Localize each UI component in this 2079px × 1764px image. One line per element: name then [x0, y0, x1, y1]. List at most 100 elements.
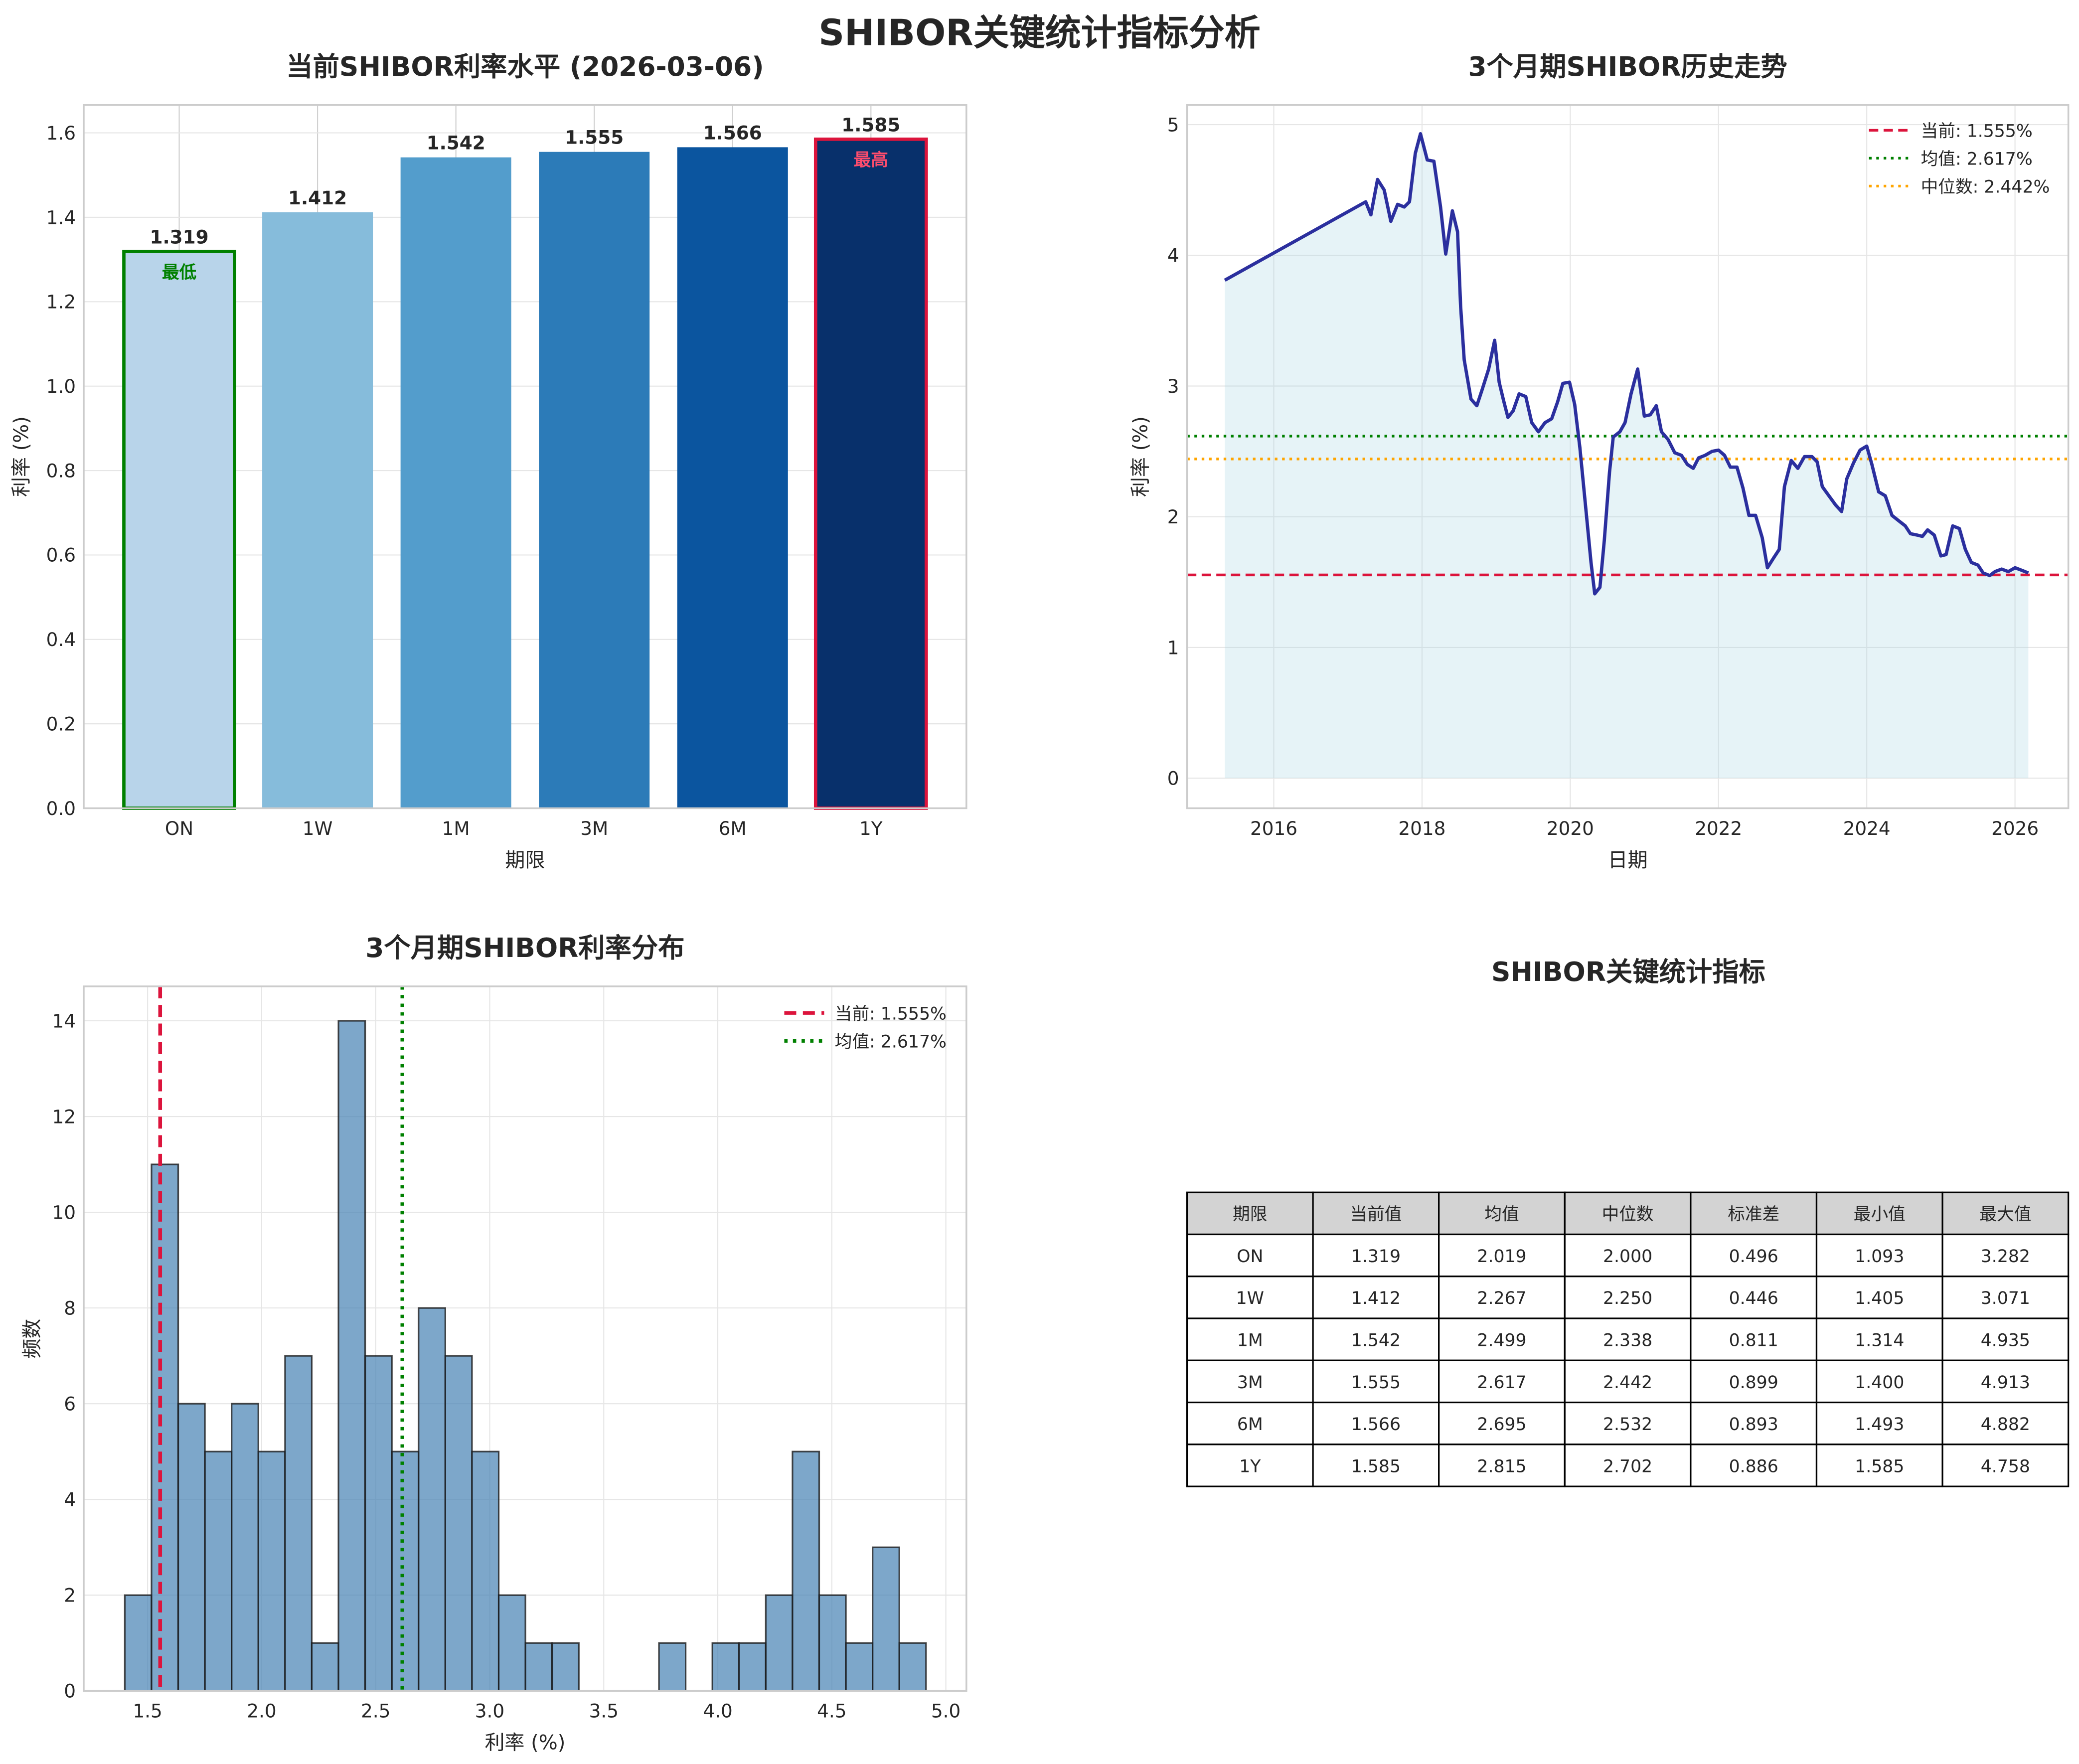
y-tick-label: 1.2 [46, 291, 76, 313]
table-cell-value: 0.899 [1729, 1373, 1778, 1393]
y-tick-label: 0.6 [46, 544, 76, 566]
table-cell-value: 1.542 [1351, 1331, 1401, 1351]
histogram-bin [471, 1450, 500, 1692]
histogram-bin [711, 1642, 740, 1692]
histogram-bin [524, 1642, 553, 1692]
histogram-bin [418, 1307, 446, 1692]
table-cell-value: 4.913 [1981, 1373, 2030, 1393]
table-cell-value: 1Y [1239, 1456, 1261, 1476]
table-header-cell [1438, 1191, 1566, 1236]
x-axis-label: 期限 [505, 849, 545, 872]
histogram-bin [257, 1450, 286, 1692]
y-axis-label: 利率 (%) [10, 416, 33, 497]
y-tick-label: 0.8 [46, 460, 76, 481]
table-cell [1564, 1401, 1692, 1445]
legend-label: 均值: 2.617% [835, 1032, 947, 1052]
bar-value-label: 1.412 [288, 187, 347, 209]
table-cell-value: 2.019 [1477, 1247, 1526, 1267]
table-cell [1312, 1443, 1440, 1487]
y-tick-label: 0.4 [46, 629, 76, 650]
legend-label: 均值: 2.617% [1921, 150, 2033, 169]
x-tick-label: 2.5 [361, 1700, 390, 1722]
table-cell [1941, 1276, 2070, 1319]
x-tick-label: 1Y [859, 817, 883, 839]
series-line-3m [1224, 132, 2029, 596]
table-cell [1941, 1401, 2070, 1445]
bar-value-label: 1.542 [427, 132, 485, 154]
table-cell-value: 3.071 [1981, 1288, 2030, 1308]
x-tick-label: 2018 [1398, 817, 1445, 839]
table-cell [1690, 1233, 1818, 1278]
table-header-cell [1815, 1191, 1943, 1236]
table-cell-value: 0.446 [1729, 1288, 1778, 1308]
x-tick-label: 5.0 [931, 1700, 960, 1722]
table-cell [1312, 1276, 1440, 1319]
y-tick-label: 4 [64, 1489, 76, 1511]
x-tick-label: 2024 [1843, 817, 1891, 839]
bar-ON [122, 250, 236, 810]
histogram-bin [898, 1642, 927, 1692]
histogram-3m-distribution: 1.5 2.0 2.5 3.0 3.5 4.0 4.5 5.0 0 2 4 6 8 10 12 14 3个月期S… [20, 932, 967, 1755]
bar-3M [539, 152, 650, 808]
x-tick-label: 1.5 [133, 1700, 162, 1722]
x-axis-label: 利率 (%) [484, 1732, 565, 1755]
bar-6M [677, 147, 788, 808]
chart-title: 3个月期SHIBOR利率分布 [365, 932, 684, 963]
table-cell-value: 2.000 [1603, 1247, 1652, 1267]
axes-frame [83, 104, 967, 809]
histogram-bin [204, 1450, 233, 1692]
table-cell [1438, 1276, 1566, 1319]
table-cell-value: 2.617 [1477, 1373, 1526, 1393]
table-cell-value: 2.815 [1477, 1456, 1526, 1476]
bar-annotation: 最高 [854, 151, 888, 170]
histogram-bin [124, 1594, 153, 1692]
table-cell-value: 3M [1237, 1373, 1263, 1393]
x-tick-label: 1M [442, 817, 470, 839]
histogram-bin [872, 1546, 900, 1692]
table-cell-value: 2.695 [1477, 1415, 1526, 1435]
table-cell-value: 4.935 [1981, 1331, 2030, 1351]
table-cell [1186, 1317, 1314, 1361]
histogram-bin [337, 1020, 366, 1692]
x-tick-label: 3.5 [589, 1700, 619, 1722]
table-header-cell [1941, 1191, 2070, 1236]
histogram-bin [311, 1642, 339, 1692]
y-tick-label: 14 [52, 1010, 76, 1032]
chart-title: 当前SHIBOR利率水平 (2026-03-06) [286, 51, 764, 82]
table-cell-value: 1.555 [1351, 1373, 1401, 1393]
table-header-cell [1312, 1191, 1440, 1236]
x-tick-label: 4.5 [817, 1700, 846, 1722]
table-cell [1186, 1443, 1314, 1487]
x-tick-label: 6M [719, 817, 747, 839]
table-cell [1941, 1443, 2070, 1487]
table-cell [1815, 1401, 1943, 1445]
y-tick-label: 0.0 [46, 798, 76, 819]
table-header-label: 中位数 [1602, 1205, 1654, 1225]
y-tick-label: 10 [52, 1201, 76, 1223]
y-tick-label: 2 [1167, 506, 1179, 528]
table-cell [1564, 1443, 1692, 1487]
table-cell-value: 1.400 [1855, 1373, 1904, 1393]
table-cell-value: 2.532 [1603, 1415, 1652, 1435]
table-cell-value: 1.585 [1351, 1456, 1401, 1476]
table-cell [1438, 1317, 1566, 1361]
table-cell [1815, 1443, 1943, 1487]
y-tick-label: 8 [64, 1297, 76, 1319]
table-cell-value: 6M [1237, 1415, 1263, 1435]
y-tick-label: 4 [1167, 245, 1179, 267]
y-tick-label: 0 [1167, 768, 1179, 790]
y-tick-label: 0 [64, 1680, 76, 1702]
table-cell-value: 0.886 [1729, 1456, 1778, 1476]
table-cell [1690, 1401, 1818, 1445]
x-tick-label: 2022 [1695, 817, 1742, 839]
histogram-bin [792, 1450, 820, 1692]
table-cell [1815, 1276, 1943, 1319]
table-cell-value: 0.496 [1729, 1247, 1778, 1267]
x-tick-label: 2026 [1991, 817, 2039, 839]
histogram-bin [231, 1403, 259, 1692]
y-tick-label: 3 [1167, 375, 1179, 397]
legend-label: 当前: 1.555% [835, 1004, 947, 1024]
x-tick-label: 4.0 [703, 1700, 732, 1722]
table-cell-value: 4.758 [1981, 1456, 2030, 1476]
